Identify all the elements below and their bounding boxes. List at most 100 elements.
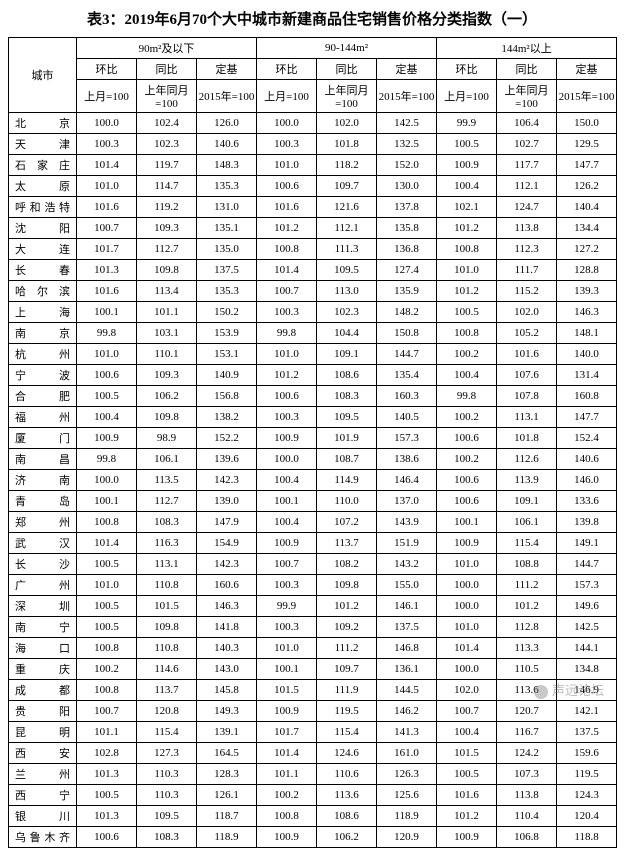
cell-b2: 109.5 [317, 407, 377, 428]
cell-city: 长沙 [9, 554, 77, 575]
cell-a3: 153.9 [197, 323, 257, 344]
cell-b3: 146.2 [377, 701, 437, 722]
cell-a3: 135.0 [197, 239, 257, 260]
cell-c3: 139.3 [557, 281, 617, 302]
cell-a1: 100.8 [77, 680, 137, 701]
cell-city: 银川 [9, 806, 77, 827]
cell-a2: 109.3 [137, 365, 197, 386]
cell-c2: 109.1 [497, 491, 557, 512]
cell-city: 重庆 [9, 659, 77, 680]
cell-b1: 100.7 [257, 281, 317, 302]
cell-c3: 144.7 [557, 554, 617, 575]
cell-c1: 101.0 [437, 260, 497, 281]
table-row: 济南100.0113.5142.3100.4114.9146.4100.6113… [9, 470, 617, 491]
cell-c3: 142.5 [557, 617, 617, 638]
cell-b1: 100.7 [257, 554, 317, 575]
col-group-b: 90-144m² [257, 38, 437, 59]
cell-c1: 100.5 [437, 134, 497, 155]
cell-a2: 102.3 [137, 134, 197, 155]
cell-a3: 141.8 [197, 617, 257, 638]
price-index-table: 城市 90m²及以下 90-144m² 144m²以上 环比 同比 定基 环比 … [8, 37, 617, 848]
col-b-hb: 环比 [257, 59, 317, 80]
page-title: 表3：2019年6月70个大中城市新建商品住宅销售价格分类指数（一） [8, 8, 616, 29]
cell-a3: 154.9 [197, 533, 257, 554]
cell-b1: 100.0 [257, 113, 317, 134]
cell-a3: 118.7 [197, 806, 257, 827]
cell-c3: 131.4 [557, 365, 617, 386]
cell-b2: 107.2 [317, 512, 377, 533]
table-row: 海口100.8110.8140.3101.0111.2146.8101.4113… [9, 638, 617, 659]
cell-b2: 111.3 [317, 239, 377, 260]
cell-c2: 120.7 [497, 701, 557, 722]
cell-a2: 103.1 [137, 323, 197, 344]
cell-b3: 142.5 [377, 113, 437, 134]
cell-a3: 147.9 [197, 512, 257, 533]
cell-a1: 101.4 [77, 155, 137, 176]
cell-c1: 99.8 [437, 386, 497, 407]
cell-b2: 102.3 [317, 302, 377, 323]
cell-c1: 100.8 [437, 323, 497, 344]
cell-a3: 150.2 [197, 302, 257, 323]
cell-c3: 128.8 [557, 260, 617, 281]
cell-b3: 125.6 [377, 785, 437, 806]
cell-a3: 153.1 [197, 344, 257, 365]
cell-c1: 100.6 [437, 491, 497, 512]
cell-b3: 143.9 [377, 512, 437, 533]
cell-a2: 108.3 [137, 827, 197, 848]
cell-c3: 133.6 [557, 491, 617, 512]
cell-a3: 140.3 [197, 638, 257, 659]
cell-a2: 101.1 [137, 302, 197, 323]
cell-c2: 107.3 [497, 764, 557, 785]
cell-a2: 112.7 [137, 491, 197, 512]
table-row: 宁波100.6109.3140.9101.2108.6135.4100.4107… [9, 365, 617, 386]
cell-c3: 129.5 [557, 134, 617, 155]
cell-c1: 100.2 [437, 407, 497, 428]
cell-city: 深圳 [9, 596, 77, 617]
table-row: 合肥100.5106.2156.8100.6108.3160.399.8107.… [9, 386, 617, 407]
cell-city: 福州 [9, 407, 77, 428]
table-row: 长春101.3109.8137.5101.4109.5127.4101.0111… [9, 260, 617, 281]
cell-a3: 118.9 [197, 827, 257, 848]
cell-city: 大连 [9, 239, 77, 260]
cell-c2: 102.7 [497, 134, 557, 155]
col-group-c: 144m²以上 [437, 38, 617, 59]
cell-b2: 124.6 [317, 743, 377, 764]
cell-a1: 101.1 [77, 722, 137, 743]
cell-b2: 111.2 [317, 638, 377, 659]
cell-a2: 113.1 [137, 554, 197, 575]
cell-c2: 117.7 [497, 155, 557, 176]
cell-b3: 161.0 [377, 743, 437, 764]
cell-c1: 101.4 [437, 638, 497, 659]
cell-c2: 112.8 [497, 617, 557, 638]
cell-c2: 107.6 [497, 365, 557, 386]
cell-c3: 140.0 [557, 344, 617, 365]
cell-a3: 139.6 [197, 449, 257, 470]
cell-city: 合肥 [9, 386, 77, 407]
cell-c3: 124.3 [557, 785, 617, 806]
cell-c3: 127.2 [557, 239, 617, 260]
table-row: 青岛100.1112.7139.0100.1110.0137.0100.6109… [9, 491, 617, 512]
col-c-dj: 定基 [557, 59, 617, 80]
cell-c1: 100.6 [437, 428, 497, 449]
table-row: 兰州101.3110.3128.3101.1110.6126.3100.5107… [9, 764, 617, 785]
cell-b1: 100.9 [257, 827, 317, 848]
table-row: 郑州100.8108.3147.9100.4107.2143.9100.1106… [9, 512, 617, 533]
cell-b3: 137.5 [377, 617, 437, 638]
cell-c2: 110.5 [497, 659, 557, 680]
cell-c2: 115.2 [497, 281, 557, 302]
cell-c3: 160.8 [557, 386, 617, 407]
cell-a2: 113.7 [137, 680, 197, 701]
cell-b2: 110.0 [317, 491, 377, 512]
cell-b2: 109.2 [317, 617, 377, 638]
cell-b1: 100.8 [257, 806, 317, 827]
cell-a2: 110.8 [137, 575, 197, 596]
cell-b2: 114.9 [317, 470, 377, 491]
cell-b3: 148.2 [377, 302, 437, 323]
cell-city: 长春 [9, 260, 77, 281]
col-b-dj: 定基 [377, 59, 437, 80]
table-row: 大连101.7112.7135.0100.8111.3136.8100.8112… [9, 239, 617, 260]
cell-a2: 109.8 [137, 260, 197, 281]
table-header: 城市 90m²及以下 90-144m² 144m²以上 环比 同比 定基 环比 … [9, 38, 617, 113]
cell-c3: 146.3 [557, 302, 617, 323]
cell-b1: 101.0 [257, 344, 317, 365]
